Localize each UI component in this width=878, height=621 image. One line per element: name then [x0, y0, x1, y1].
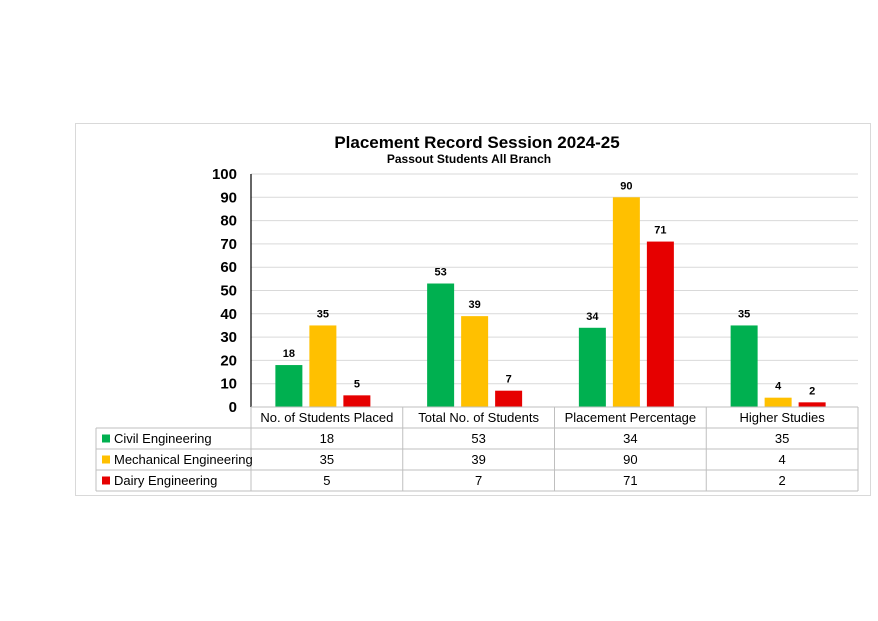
- series-label: Mechanical Engineering: [114, 452, 253, 467]
- y-tick-label: 10: [220, 376, 237, 393]
- table-cell: 34: [623, 431, 637, 446]
- data-labels: 18 53 34 35 35 39 90 4 5 7 71 2: [283, 180, 815, 397]
- data-label: 18: [283, 348, 295, 360]
- legend-key: [102, 434, 110, 443]
- y-axis-ticks: 0 10 20 30 40 50 60 70 80 90 100: [212, 166, 237, 416]
- table-cell: 18: [320, 431, 334, 446]
- bar: [343, 395, 371, 407]
- bar: [578, 327, 606, 407]
- y-tick-label: 70: [220, 236, 237, 253]
- y-tick-label: 20: [220, 352, 237, 369]
- y-tick-label: 100: [212, 166, 237, 183]
- table-cell: 53: [471, 431, 485, 446]
- table-cell: 35: [320, 452, 334, 467]
- data-label: 35: [317, 308, 329, 320]
- y-tick-label: 0: [229, 399, 237, 416]
- category-label: Higher Studies: [739, 410, 825, 425]
- bar: [612, 197, 640, 407]
- category-label: Total No. of Students: [418, 410, 539, 425]
- chart-container: Placement Record Session 2024-25 Passout…: [75, 123, 871, 496]
- data-label: 7: [506, 374, 512, 386]
- table-cell: 4: [779, 452, 786, 467]
- table-cell: 90: [623, 452, 637, 467]
- data-label: 34: [586, 311, 599, 323]
- table-cell: 7: [475, 473, 482, 488]
- bar: [309, 325, 337, 407]
- series-label: Dairy Engineering: [114, 473, 217, 488]
- data-label: 4: [775, 381, 782, 393]
- data-label: 35: [738, 308, 750, 320]
- data-table: No. of Students Placed Total No. of Stude…: [95, 406, 859, 492]
- legend-key: [102, 455, 110, 464]
- chart: Placement Record Session 2024-25 Passout…: [95, 133, 859, 492]
- data-label: 5: [354, 378, 360, 390]
- category-label: Placement Percentage: [565, 410, 697, 425]
- bar: [730, 325, 758, 407]
- series-label: Civil Engineering: [114, 431, 212, 446]
- y-tick-label: 50: [220, 283, 237, 300]
- bar: [427, 283, 455, 407]
- data-label: 39: [469, 299, 481, 311]
- chart-subtitle: Passout Students All Branch: [387, 152, 551, 166]
- y-tick-label: 60: [220, 259, 237, 276]
- table-cell: 71: [623, 473, 637, 488]
- y-tick-label: 80: [220, 213, 237, 230]
- bar: [764, 397, 792, 407]
- data-label: 53: [435, 267, 447, 279]
- bar: [275, 365, 303, 407]
- data-label: 90: [620, 180, 632, 192]
- table-cell: 2: [779, 473, 786, 488]
- bar: [646, 241, 674, 407]
- gridlines: [250, 173, 858, 408]
- bars: [275, 197, 826, 407]
- data-label: 2: [809, 385, 815, 397]
- bar: [461, 316, 489, 407]
- chart-title: Placement Record Session 2024-25: [334, 133, 619, 152]
- y-tick-label: 90: [220, 189, 237, 206]
- bar: [495, 390, 523, 407]
- data-label: 71: [654, 225, 666, 237]
- table-cell: 39: [471, 452, 485, 467]
- y-tick-label: 30: [220, 329, 237, 346]
- y-tick-label: 40: [220, 306, 237, 323]
- table-cell: 5: [323, 473, 330, 488]
- category-label: No. of Students Placed: [260, 410, 393, 425]
- table-cell: 35: [775, 431, 789, 446]
- legend-key: [102, 476, 110, 485]
- bar: [798, 402, 826, 407]
